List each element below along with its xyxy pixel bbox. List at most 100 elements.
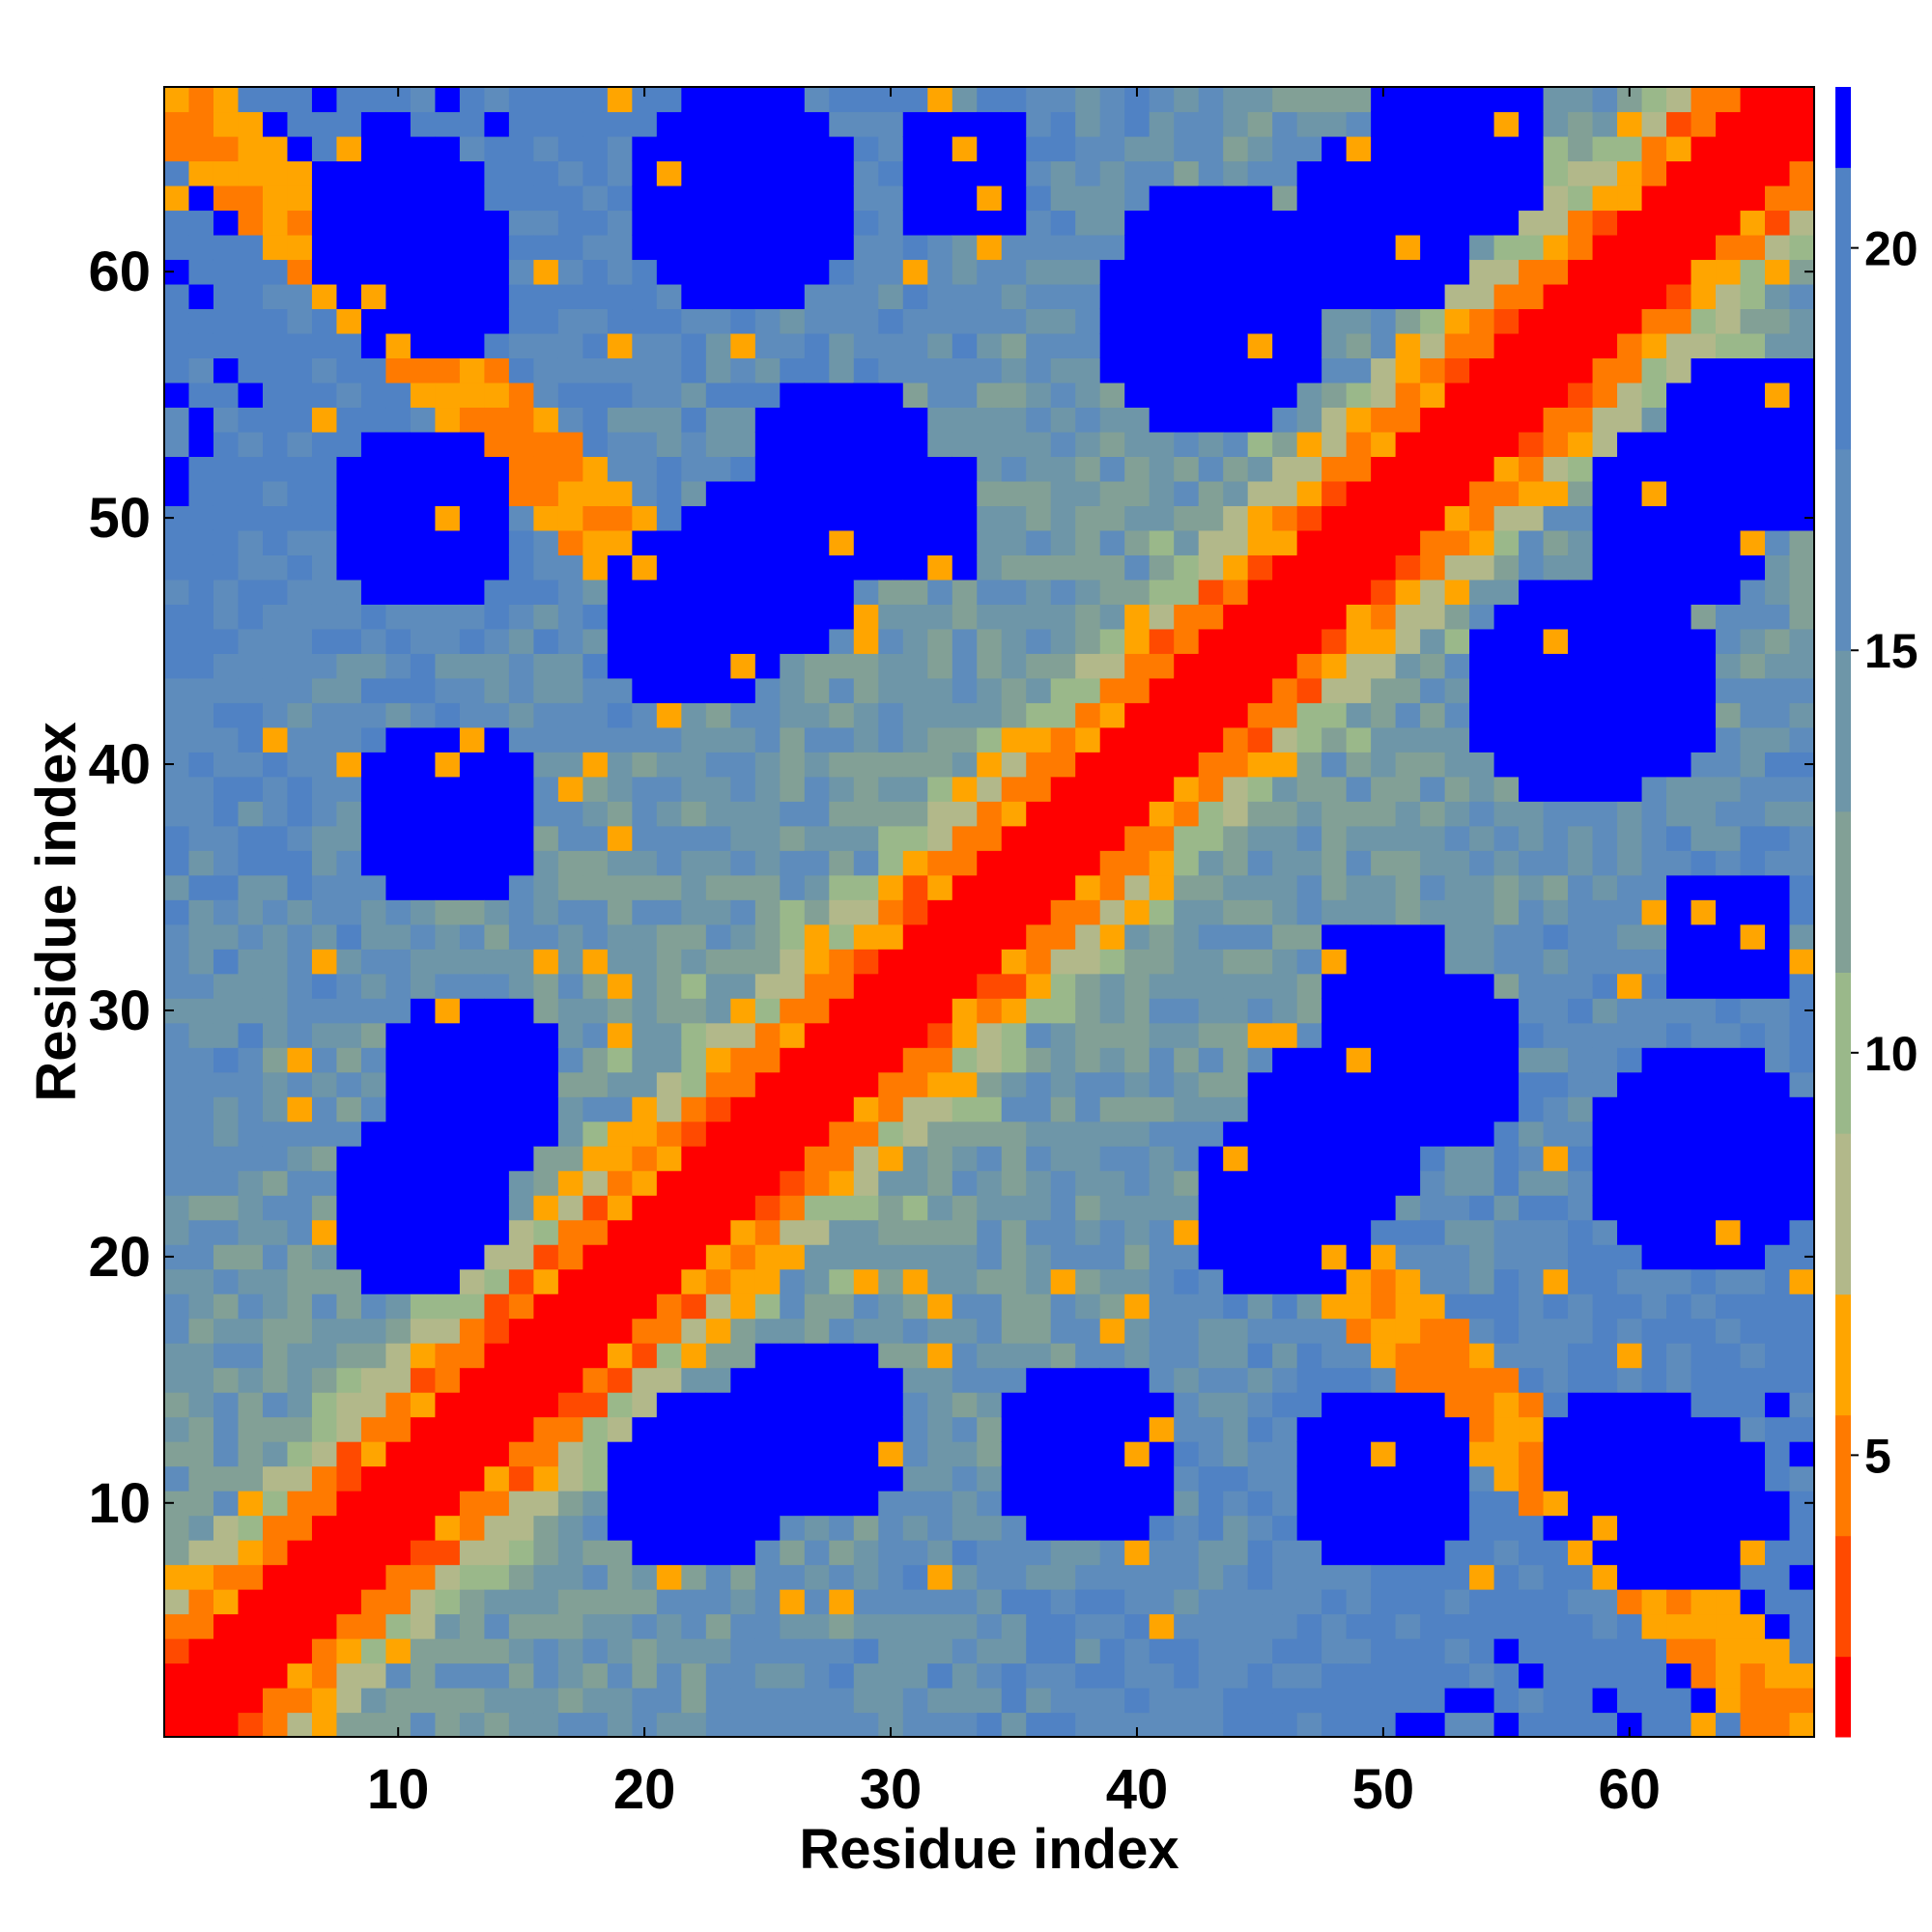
heatmap-cell [927, 87, 953, 113]
heatmap-cell [1321, 1343, 1348, 1369]
heatmap-cell [1321, 1293, 1348, 1320]
heatmap-cell [1617, 1071, 1643, 1097]
heatmap-cell [1050, 949, 1076, 975]
heatmap-cell [1641, 308, 1667, 334]
heatmap-cell [829, 1047, 855, 1073]
heatmap-cell [607, 1343, 633, 1369]
heatmap-cell [1198, 407, 1224, 433]
heatmap-cell [1346, 1613, 1372, 1639]
heatmap-cell [853, 1367, 879, 1393]
heatmap-cell [508, 1465, 534, 1492]
heatmap-cell [1641, 1613, 1667, 1639]
heatmap-cell [164, 431, 190, 457]
heatmap-cell [1765, 579, 1791, 605]
heatmap-cell [533, 1343, 559, 1369]
heatmap-cell [1026, 480, 1052, 506]
heatmap-cell [1420, 1638, 1446, 1664]
heatmap-cell [1740, 726, 1766, 753]
heatmap-cell [977, 1293, 1003, 1320]
heatmap-cell [1789, 407, 1815, 433]
heatmap-cell [336, 480, 362, 506]
heatmap-cell [681, 776, 707, 802]
heatmap-cell [360, 1638, 387, 1664]
heatmap-cell [1001, 87, 1027, 113]
heatmap-cell [1592, 1071, 1618, 1097]
heatmap-cell [1395, 1071, 1421, 1097]
heatmap-cell [1666, 1268, 1692, 1294]
heatmap-cell [1617, 431, 1643, 457]
heatmap-cell [1149, 579, 1175, 605]
heatmap-cell [1026, 1170, 1052, 1196]
heatmap-cell [188, 407, 214, 433]
heatmap-cell [1050, 579, 1076, 605]
heatmap-cell [878, 382, 904, 409]
heatmap-cell [459, 973, 486, 999]
heatmap-cell [1493, 357, 1520, 384]
heatmap-cell [1789, 1441, 1815, 1467]
heatmap-cell [213, 1491, 240, 1517]
heatmap-cell [1740, 1121, 1766, 1147]
heatmap-cell [878, 776, 904, 802]
heatmap-cell [1149, 726, 1175, 753]
heatmap-cell [1395, 1392, 1421, 1418]
heatmap-cell [804, 1367, 830, 1393]
heatmap-cell [435, 874, 461, 900]
heatmap-cell [557, 1121, 583, 1147]
heatmap-cell [1469, 529, 1495, 555]
heatmap-cell [508, 776, 534, 802]
heatmap-cell [484, 1219, 510, 1245]
heatmap-cell [1765, 1688, 1791, 1714]
heatmap-cell [188, 111, 214, 137]
heatmap-cell [1469, 1343, 1495, 1369]
heatmap-cell [1716, 1022, 1742, 1048]
heatmap-cell [1346, 1121, 1372, 1147]
heatmap-cell [1568, 825, 1594, 851]
heatmap-cell [1099, 702, 1125, 728]
heatmap-cell [927, 529, 953, 555]
heatmap-cell [1075, 1613, 1101, 1639]
heatmap-cell [804, 1416, 830, 1442]
heatmap-cell [730, 160, 756, 186]
heatmap-cell [1395, 579, 1421, 605]
heatmap-cell [188, 1392, 214, 1418]
heatmap-cell [1519, 332, 1545, 359]
heatmap-cell [1740, 480, 1766, 506]
heatmap-cell [336, 874, 362, 900]
heatmap-cell [1666, 407, 1692, 433]
heatmap-cell [1641, 949, 1667, 975]
heatmap-cell [287, 1318, 313, 1344]
heatmap-cell [804, 850, 830, 876]
heatmap-cell [1346, 949, 1372, 975]
heatmap-cell [1420, 1293, 1446, 1320]
heatmap-cell [1789, 111, 1815, 137]
heatmap-cell [484, 653, 510, 679]
heatmap-cell [1444, 1244, 1470, 1270]
heatmap-cell [1690, 1564, 1717, 1590]
heatmap-cell [1617, 210, 1643, 236]
heatmap-cell [1641, 973, 1667, 999]
heatmap-cell [557, 726, 583, 753]
heatmap-cell [213, 111, 240, 137]
heatmap-cell [681, 850, 707, 876]
heatmap-cell [508, 1343, 534, 1369]
heatmap-cell [410, 1688, 437, 1714]
heatmap-cell [508, 554, 534, 581]
heatmap-cell [533, 1022, 559, 1048]
heatmap-cell [705, 1564, 731, 1590]
heatmap-cell [262, 1244, 289, 1270]
heatmap-cell [1223, 111, 1249, 137]
heatmap-cell [213, 973, 240, 999]
heatmap-cell [1050, 332, 1076, 359]
heatmap-cell [705, 135, 731, 162]
heatmap-cell [360, 1096, 387, 1122]
heatmap-cell [656, 210, 682, 236]
heatmap-cell [435, 87, 461, 113]
heatmap-cell [238, 111, 264, 137]
heatmap-cell [360, 505, 387, 531]
heatmap-cell [508, 456, 534, 482]
heatmap-cell [533, 1515, 559, 1541]
heatmap-cell [1099, 874, 1125, 900]
heatmap-cell [1716, 1244, 1742, 1270]
heatmap-cell [730, 407, 756, 433]
y-tick-label: 10 [88, 1472, 151, 1535]
